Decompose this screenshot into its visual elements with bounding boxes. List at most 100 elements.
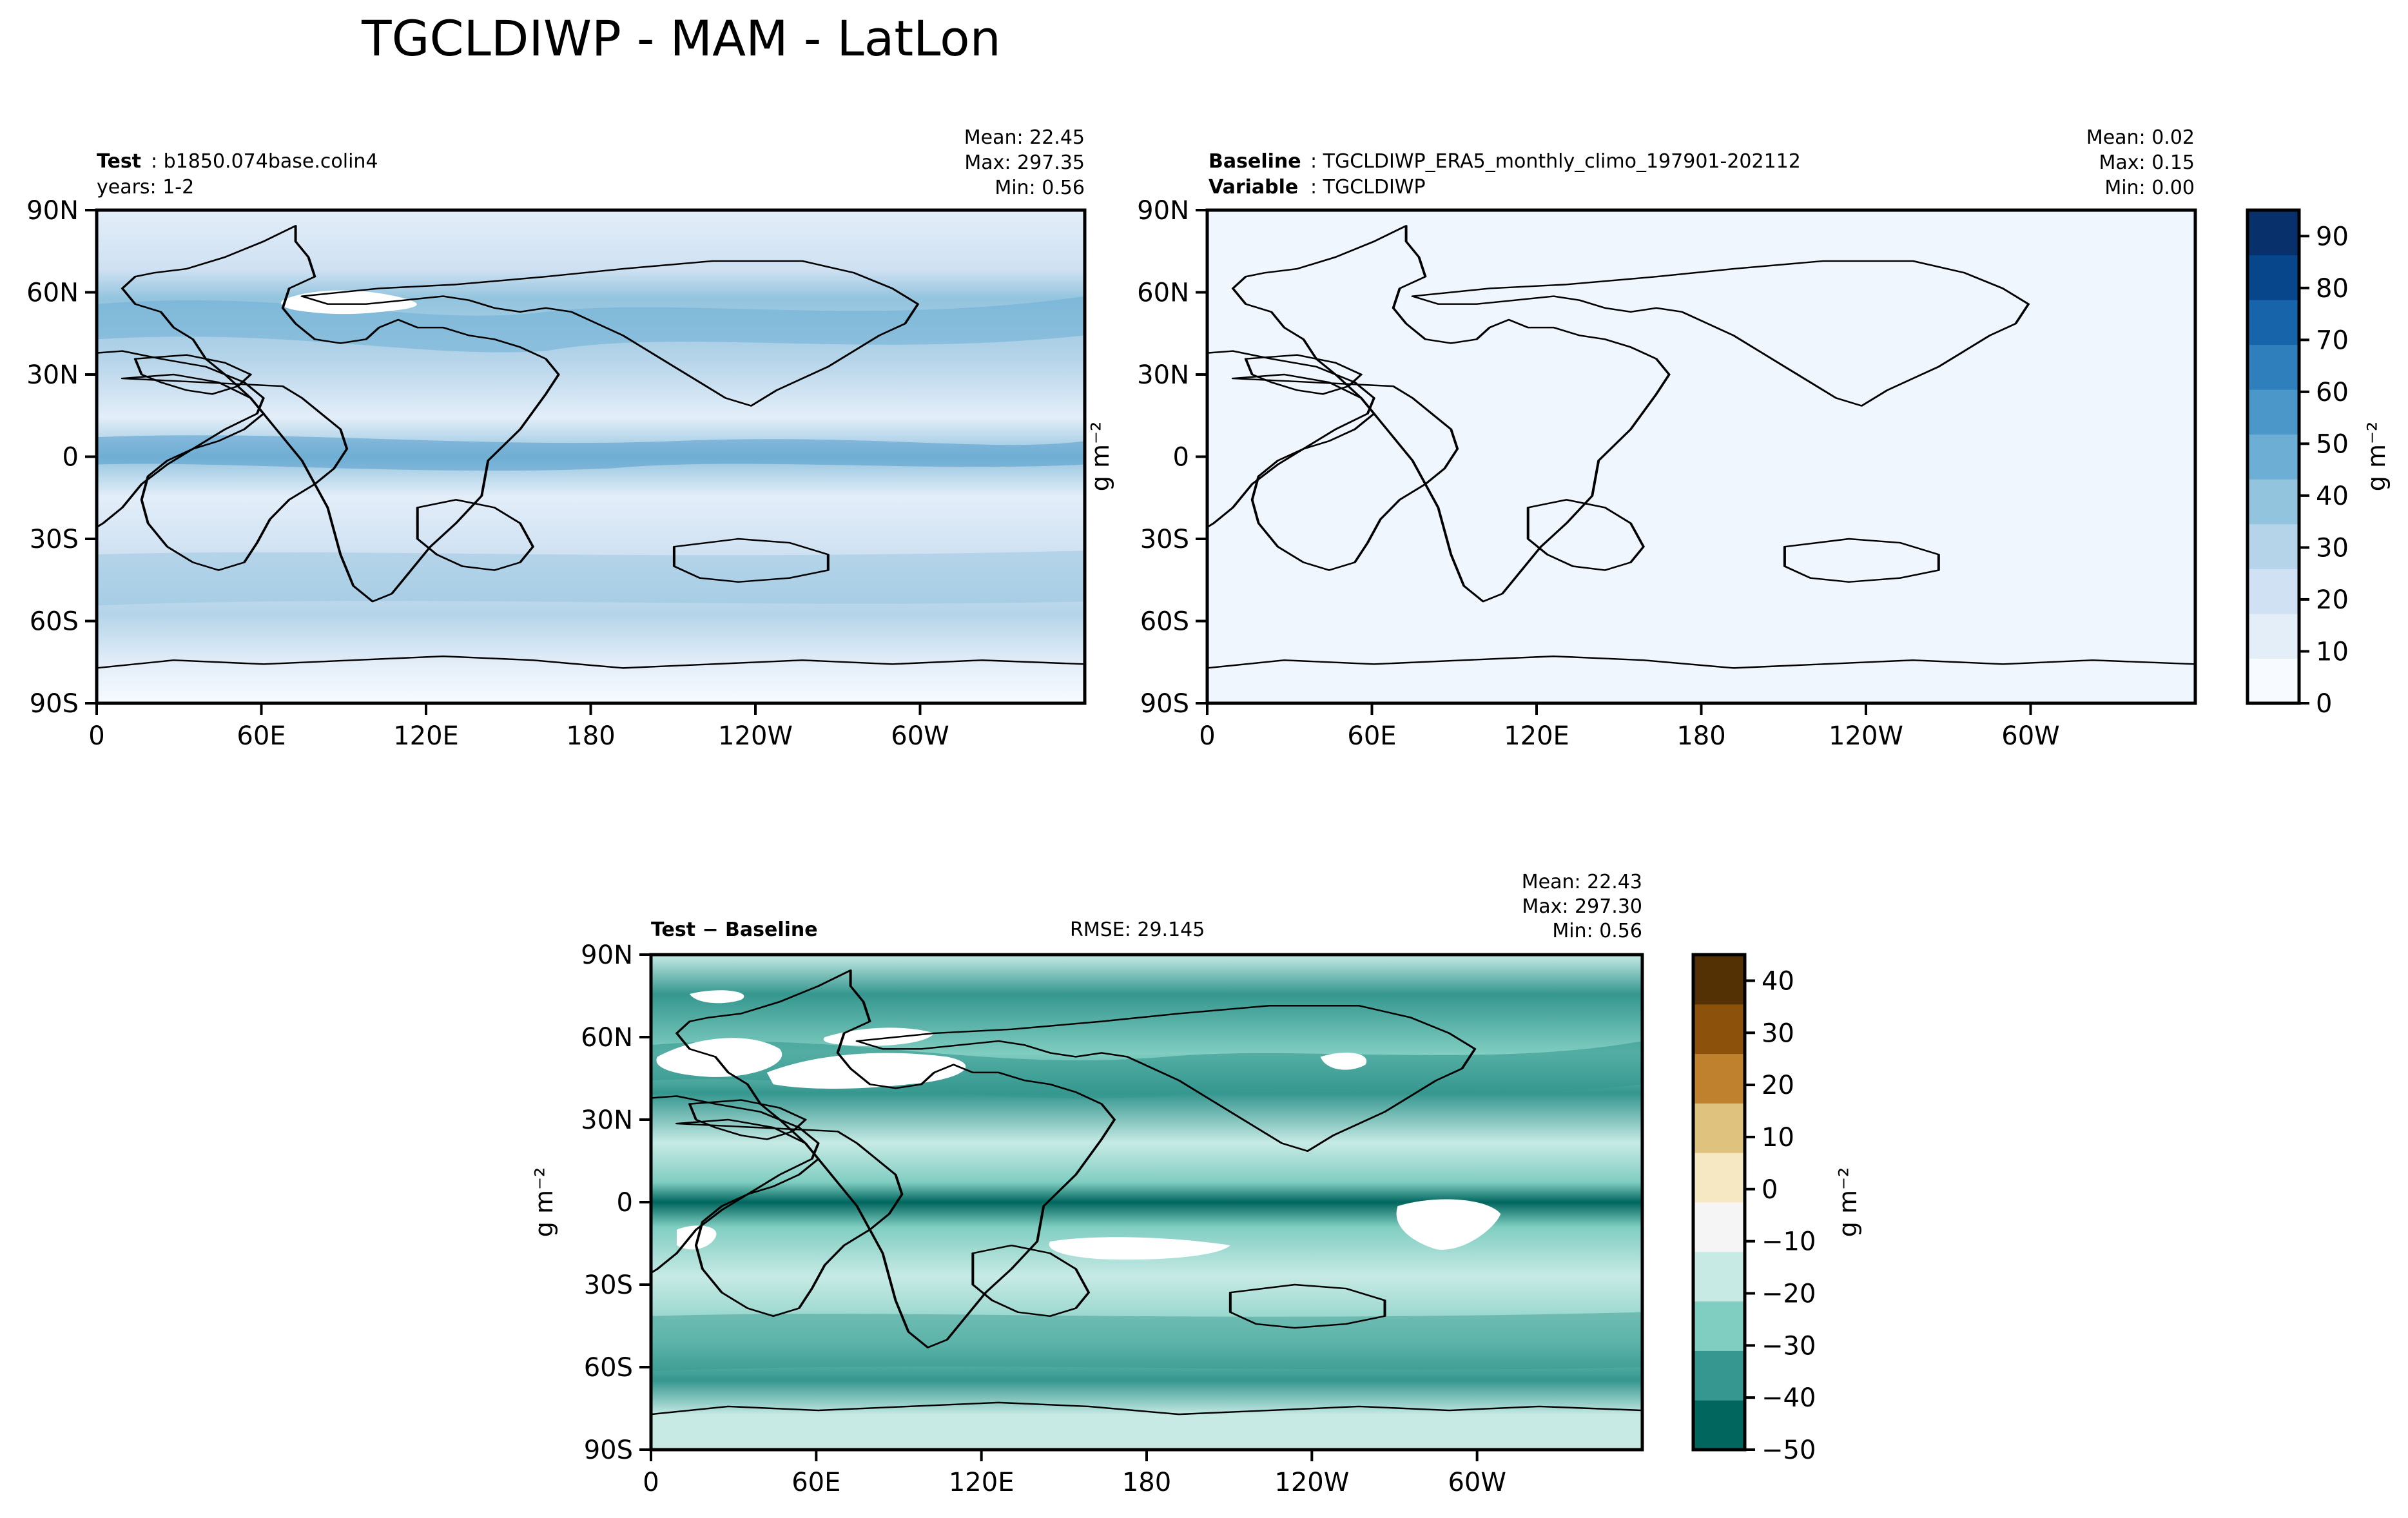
difference-mask-1 xyxy=(689,990,744,1004)
difference-colorbar-units: g m⁻² xyxy=(1834,1167,1862,1238)
baseline-ytick-label: 60S xyxy=(1140,607,1189,637)
difference-colorbar-tick-label: 10 xyxy=(1762,1123,1794,1153)
test-xtick-label: 120E xyxy=(393,721,459,751)
baseline-colorbar-tick-label: 10 xyxy=(2316,637,2349,667)
difference-colorbar-tick-label: 40 xyxy=(1762,966,1794,996)
baseline-y-ticks: 90N 60N 30N 0 30S 60S 90S xyxy=(1137,196,1207,719)
test-tibet-mask xyxy=(281,290,417,315)
test-label-bold: Test xyxy=(97,150,141,173)
difference-ytick-label: 0 xyxy=(617,1188,633,1218)
test-xtick-label: 180 xyxy=(566,721,615,751)
test-xtick-label: 120W xyxy=(718,721,793,751)
baseline-map xyxy=(1207,210,2195,703)
difference-ytick-label: 30N xyxy=(581,1105,633,1135)
difference-colorbar-band xyxy=(1693,1350,1745,1401)
test-southern-band xyxy=(97,550,1085,606)
baseline-colorbar-band xyxy=(2248,344,2299,390)
test-xtick-label: 0 xyxy=(88,721,104,751)
difference-colorbar-band xyxy=(1693,1202,1745,1252)
difference-rmse: RMSE: 29.145 xyxy=(1070,919,1205,941)
difference-colorbar-tick-label: 30 xyxy=(1762,1018,1794,1048)
test-itcz-band xyxy=(97,435,1085,471)
baseline-colorbar-tick-label: 0 xyxy=(2316,689,2332,719)
difference-colorbar-band xyxy=(1693,1004,1745,1055)
test-panel: Test : b1850.074base.colin4 years: 1-2 M… xyxy=(26,126,1087,751)
baseline-colorbar-band xyxy=(2248,300,2299,345)
difference-colorbar-band xyxy=(1693,955,1745,1005)
test-stat-max: Max: 297.35 xyxy=(964,151,1085,174)
difference-ytick-label: 60S xyxy=(584,1353,633,1383)
baseline-stat-max: Max: 0.15 xyxy=(2099,151,2195,174)
difference-colorbar-tick-label: −30 xyxy=(1762,1331,1816,1361)
baseline-label-bold: Baseline xyxy=(1209,150,1301,173)
baseline-colorbar: 0 10 20 30 40 50 60 70 80 90 xyxy=(2246,208,2349,719)
baseline-colorbar-tick-label: 50 xyxy=(2316,429,2349,459)
difference-colorbar-tick-label: −10 xyxy=(1762,1227,1816,1257)
test-ytick-label: 90S xyxy=(30,689,79,719)
baseline-colorbar-band xyxy=(2248,479,2299,525)
baseline-stat-min: Min: 0.00 xyxy=(2104,177,2195,199)
difference-colorbar: 40 30 20 10 0 −10 −20 −30 −40 −50 xyxy=(1691,953,1816,1465)
baseline-colorbar-band xyxy=(2248,613,2299,659)
baseline-xtick-label: 0 xyxy=(1199,721,1215,751)
test-stat-mean: Mean: 22.45 xyxy=(964,126,1085,149)
baseline-variable-bold: Variable xyxy=(1209,176,1298,199)
difference-map xyxy=(651,955,1642,1450)
baseline-colorbar-band xyxy=(2248,210,2299,256)
test-ytick-label: 60N xyxy=(26,278,79,308)
difference-x-ticks: 0 60E 120E 180 120W 60W xyxy=(643,1450,1506,1497)
difference-ytick-label: 90N xyxy=(581,940,633,970)
baseline-ytick-label: 30S xyxy=(1140,525,1189,554)
difference-xtick-label: 0 xyxy=(643,1468,659,1497)
difference-mask-5 xyxy=(676,1225,717,1250)
difference-stat-min: Min: 0.56 xyxy=(1552,920,1642,942)
test-y-ticks: 90N 60N 30N 0 30S 60S 90S xyxy=(26,196,97,719)
baseline-xtick-label: 120W xyxy=(1829,721,1903,751)
difference-ytick-label: 60N xyxy=(581,1023,633,1053)
baseline-colorbar-tick-label: 20 xyxy=(2316,585,2349,615)
baseline-colorbar-tick-label: 90 xyxy=(2316,222,2349,251)
difference-y-ticks: 90N 60N 30N 0 30S 60S 90S xyxy=(581,940,651,1465)
difference-stat-mean: Mean: 22.43 xyxy=(1522,871,1642,893)
difference-mask-6 xyxy=(1049,1237,1230,1260)
baseline-xtick-label: 60E xyxy=(1347,721,1396,751)
baseline-colorbar-outline xyxy=(2246,208,2301,705)
difference-xtick-label: 180 xyxy=(1122,1468,1171,1497)
difference-southern-band xyxy=(651,1312,1642,1372)
baseline-colorbar-band xyxy=(2248,389,2299,435)
baseline-ytick-label: 0 xyxy=(1173,443,1189,472)
baseline-xtick-label: 120E xyxy=(1504,721,1569,751)
difference-ytick-label: 90S xyxy=(584,1435,633,1465)
baseline-colorbar-tick-label: 60 xyxy=(2316,378,2349,407)
test-xtick-label: 60W xyxy=(891,721,949,751)
test-xtick-label: 60E xyxy=(237,721,286,751)
test-units-label: g m⁻² xyxy=(1086,422,1114,492)
baseline-ytick-label: 30N xyxy=(1137,360,1189,390)
baseline-colorbar-tick-label: 30 xyxy=(2316,533,2349,563)
difference-xtick-label: 120E xyxy=(949,1468,1015,1497)
difference-colorbar-tick-label: 20 xyxy=(1762,1071,1794,1100)
test-x-ticks: 0 60E 120E 180 120W 60W xyxy=(88,703,949,751)
difference-xtick-label: 120W xyxy=(1274,1468,1349,1497)
difference-label: Test − Baseline xyxy=(651,919,818,941)
difference-colorbar-band xyxy=(1693,1103,1745,1153)
baseline-xtick-label: 180 xyxy=(1676,721,1725,751)
baseline-stat-mean: Mean: 0.02 xyxy=(2086,126,2195,149)
difference-colorbar-tick-label: −40 xyxy=(1762,1383,1816,1413)
baseline-panel: Baseline : TGCLDIWP_ERA5_monthly_climo_1… xyxy=(1086,126,2391,751)
difference-ytick-label: 30S xyxy=(584,1270,633,1300)
test-map xyxy=(97,210,1085,703)
difference-mask-4 xyxy=(823,1027,935,1046)
baseline-colorbar-tick-label: 80 xyxy=(2316,274,2349,304)
difference-colorbar-band xyxy=(1693,1301,1745,1351)
baseline-colorbar-tick-label: 70 xyxy=(2316,326,2349,355)
baseline-colorbar-units: g m⁻² xyxy=(2362,422,2391,492)
baseline-colorbar-band xyxy=(2248,658,2299,704)
difference-mask-3 xyxy=(766,1053,966,1089)
difference-xtick-label: 60E xyxy=(791,1468,840,1497)
baseline-xtick-label: 60W xyxy=(2001,721,2059,751)
baseline-ytick-label: 90S xyxy=(1140,689,1189,719)
baseline-label-text: : TGCLDIWP_ERA5_monthly_climo_197901-202… xyxy=(1310,150,1801,173)
difference-colorbar-tick-label: −20 xyxy=(1762,1279,1816,1309)
